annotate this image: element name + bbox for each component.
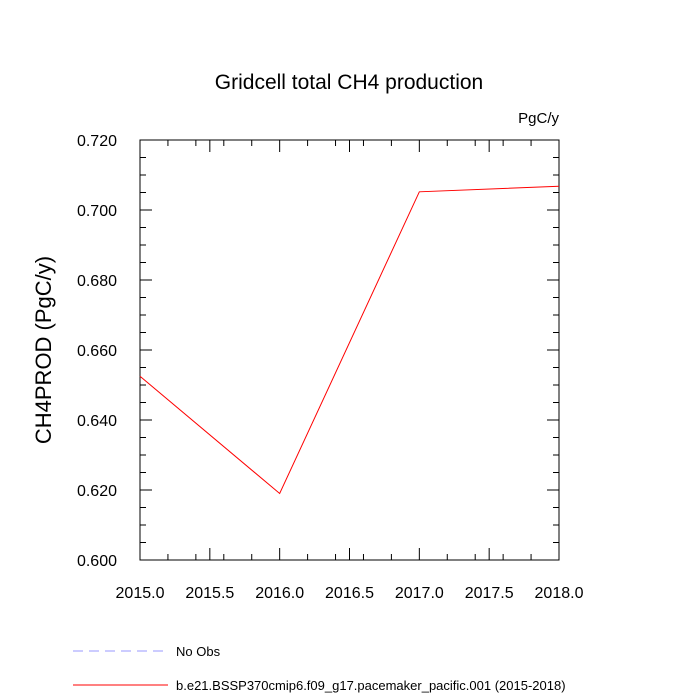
y-axis-ticks: 0.600 0.620 0.640 0.660 0.680 0.700 0.720 xyxy=(77,133,559,570)
y-tick-label: 0.620 xyxy=(77,483,117,500)
y-tick-label: 0.640 xyxy=(77,413,117,430)
y-tick-label: 0.680 xyxy=(77,273,117,290)
legend: No Obs b.e21.BSSP370cmip6.f09_g17.pacema… xyxy=(73,644,566,693)
x-tick-label: 2016.5 xyxy=(325,585,374,602)
x-tick-label: 2017.5 xyxy=(465,585,514,602)
plot-frame xyxy=(139,139,560,561)
x-tick-label: 2018.0 xyxy=(535,585,584,602)
x-tick-label: 2015.5 xyxy=(185,585,234,602)
x-tick-label: 2017.0 xyxy=(395,585,444,602)
series-layer xyxy=(139,185,560,495)
y-axis-label: CH4PROD (PgC/y) xyxy=(31,256,56,444)
y-tick-label: 0.720 xyxy=(77,133,117,150)
legend-no-obs-label: No Obs xyxy=(176,644,221,659)
chart-title: Gridcell total CH4 production xyxy=(215,71,483,94)
units-label: PgC/y xyxy=(518,110,559,127)
x-tick-label: 2016.0 xyxy=(255,585,304,602)
x-tick-label: 2015.0 xyxy=(116,585,165,602)
y-tick-label: 0.660 xyxy=(77,343,117,360)
series-line xyxy=(139,185,560,495)
legend-model-label: b.e21.BSSP370cmip6.f09_g17.pacemaker_pac… xyxy=(176,678,566,693)
y-tick-label: 0.700 xyxy=(77,203,117,220)
y-tick-label: 0.600 xyxy=(77,553,117,570)
minor-ticks xyxy=(140,140,559,560)
x-axis-ticks: 2015.0 2015.5 2016.0 2016.5 2017.0 2017.5 2018… xyxy=(116,140,584,602)
